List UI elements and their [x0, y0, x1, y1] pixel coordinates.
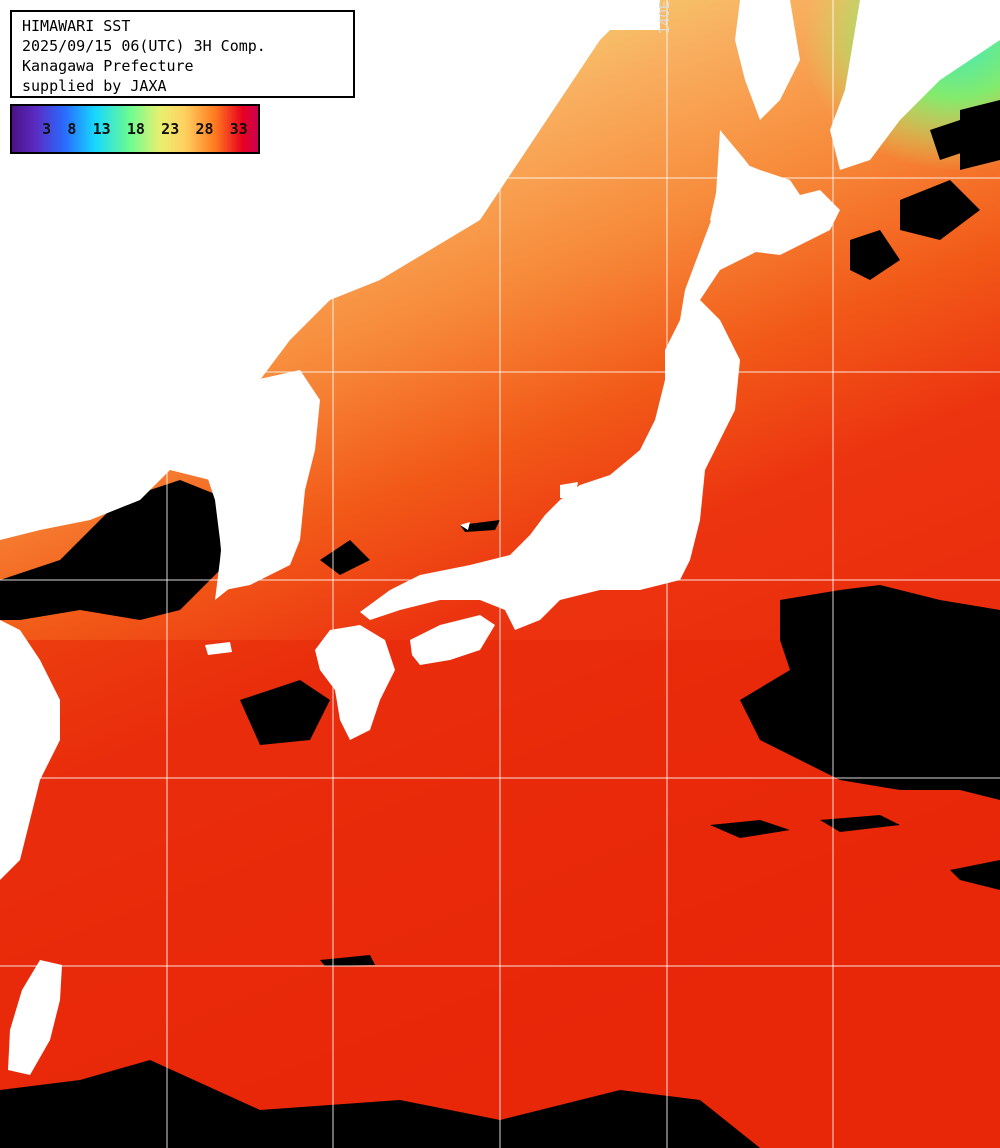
oki-island [460, 522, 470, 530]
sado-island [560, 482, 578, 498]
legend-tick: 18 [126, 120, 145, 138]
russia-northeast [830, 0, 1000, 170]
legend-tick: 33 [229, 120, 248, 138]
china-coast [0, 620, 60, 880]
temperature-legend: 3 8 13 18 23 28 33 [10, 104, 260, 154]
title-source: supplied by JAXA [22, 77, 167, 95]
legend-tick: 13 [92, 120, 111, 138]
jeju-island [205, 642, 232, 655]
legend-tick: 3 [42, 120, 52, 138]
japan-honshu [360, 130, 800, 630]
title-organization: Kanagawa Prefecture [22, 57, 194, 75]
japan-shikoku [410, 615, 495, 665]
legend-tick: 8 [67, 120, 77, 138]
japan-kyushu [315, 625, 395, 740]
korea-peninsula [205, 370, 320, 590]
longitude-label: 140E [658, 0, 673, 34]
legend-tick: 23 [161, 120, 180, 138]
map-title-box: HIMAWARI SST 2025/09/15 06(UTC) 3H Comp.… [10, 10, 355, 98]
title-product: HIMAWARI SST [22, 17, 131, 35]
japan-hokkaido [710, 160, 840, 255]
legend-tick: 28 [195, 120, 214, 138]
taiwan [8, 960, 62, 1075]
russia-sakhalin-coast [735, 0, 800, 120]
legend-colorbar [10, 104, 260, 154]
title-datetime: 2025/09/15 06(UTC) 3H Comp. [22, 37, 266, 55]
